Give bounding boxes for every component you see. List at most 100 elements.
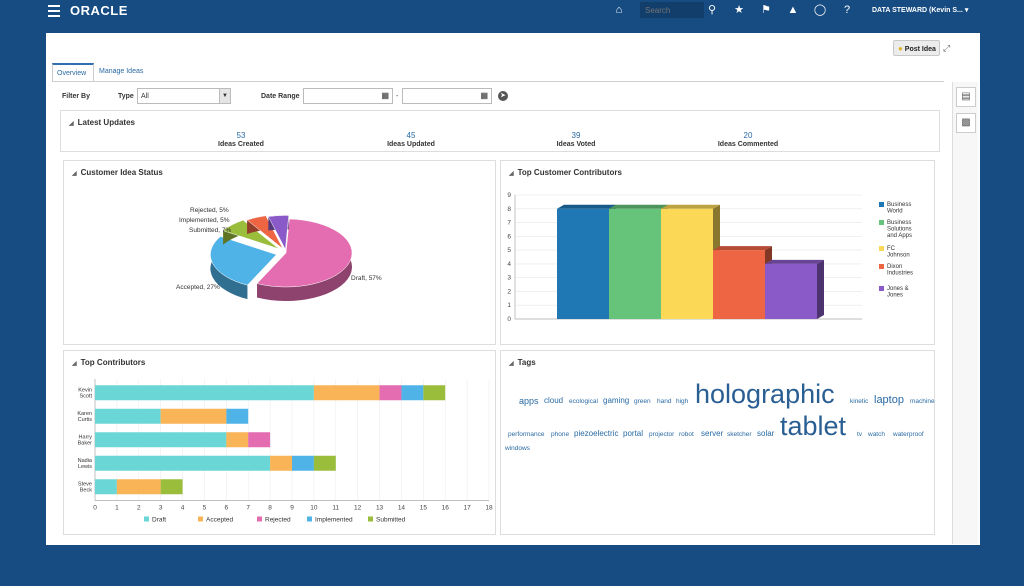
legend-swatch (879, 220, 884, 225)
pie-slice-label: Accepted, 27% (176, 284, 220, 291)
watchlist-icon[interactable]: ▲ (787, 4, 799, 16)
legend-label-line: Johnson (887, 253, 910, 259)
metric-value[interactable]: 45 (406, 131, 416, 140)
document-icon[interactable]: ▤ (956, 87, 976, 107)
bar-segment-rejected (248, 432, 271, 448)
tab-overview[interactable]: Overview (52, 63, 94, 81)
post-idea-button[interactable]: ● Post Idea (893, 40, 940, 56)
collapse-triangle-icon[interactable]: ◢ (509, 361, 514, 367)
bar-chart-icon[interactable]: ▩ (956, 113, 976, 133)
bar-segment-accepted (160, 408, 227, 424)
latest-updates-title-text: Latest Updates (77, 118, 135, 127)
metric-ideas-updated: 45 Ideas Updated (351, 131, 471, 148)
tag-link-phone[interactable]: phone (551, 431, 570, 438)
tag-link-piezoelectric[interactable]: piezoelectric (574, 429, 619, 438)
bar-segment-draft (95, 455, 271, 471)
panel-title-text: Top Contributors (80, 358, 146, 367)
bar-segment-accepted (226, 432, 249, 448)
category-label: Karen Curtis (77, 411, 92, 423)
category-label-line: Baker (78, 440, 93, 446)
chevron-down-icon[interactable]: ▼ (219, 89, 230, 103)
hamburger-menu-icon[interactable] (48, 5, 60, 17)
go-arrow-icon[interactable]: ➤ (498, 91, 508, 101)
customer-idea-status-pie-chart: Draft, 57% Accepted, 27% Submitted, 7% Impl… (176, 207, 382, 301)
top-customer-contributors-panel: ◢ Top Customer Contributors 0 1 2 3 4 5 6 7 8 9 Bus… (500, 160, 935, 345)
date-from-input[interactable]: ▦ (303, 88, 393, 104)
tag-link-sketcher[interactable]: sketcher (727, 431, 752, 438)
tag-link-performance[interactable]: performance (508, 431, 545, 438)
y-tick-label: 7 (507, 220, 511, 227)
x-tick-label: 11 (332, 505, 339, 512)
user-menu[interactable]: DATA STEWARD (Kevin S... ▾ (872, 7, 969, 14)
flag-icon[interactable]: ⚑ (761, 4, 771, 16)
tag-link-apps[interactable]: apps (519, 396, 539, 406)
latest-updates-title: ◢ Latest Updates (69, 118, 135, 127)
bar-segment-accepted (116, 479, 161, 495)
tag-link-solar[interactable]: solar (757, 429, 775, 438)
accessibility-icon[interactable]: ◯ (813, 4, 827, 16)
tag-link-windows[interactable]: windows (505, 445, 530, 452)
metric-label: Ideas Updated (387, 141, 435, 148)
calendar-icon[interactable]: ▦ (480, 91, 488, 100)
tag-link-portal[interactable]: portal (623, 429, 644, 438)
expand-icon[interactable]: ⤢ (943, 43, 951, 53)
oracle-logo[interactable]: ORACLE (70, 3, 128, 18)
help-icon[interactable]: ? (843, 4, 851, 16)
tag-link-cloud[interactable]: cloud (544, 396, 564, 405)
top-contributors-title: ◢ Top Contributors (72, 358, 145, 367)
tag-link-gaming[interactable]: gaming (603, 396, 630, 405)
tag-link-laptop[interactable]: laptop (874, 394, 904, 406)
search-icon[interactable]: ⚲ (707, 4, 717, 16)
tag-link-hand[interactable]: hand (657, 398, 672, 405)
metric-label: Ideas Created (218, 141, 264, 148)
category-label-line: Karen (77, 411, 92, 417)
tag-link-server[interactable]: server (701, 429, 724, 438)
favorites-star-icon[interactable]: ★ (734, 4, 744, 16)
search-input[interactable] (640, 2, 704, 18)
metric-value[interactable]: 39 (571, 131, 581, 140)
tag-link-green[interactable]: green (634, 398, 651, 405)
legend-label-line: World (887, 209, 903, 215)
legend-swatch (879, 202, 884, 207)
calendar-icon[interactable]: ▦ (381, 91, 389, 100)
bar-segment-submitted (160, 479, 183, 495)
tag-link-kinetic[interactable]: kinetic (850, 398, 869, 405)
tag-link-tv[interactable]: tv (857, 431, 863, 438)
legend-swatch (879, 264, 884, 269)
top-contributors-panel: ◢ Top Contributors 0 1 2 3 4 5 6 7 8 9 10 11 12 13 14 15… (63, 350, 496, 535)
tag-link-holographic[interactable]: holographic (695, 379, 835, 409)
tag-link-watch[interactable]: watch (868, 431, 885, 438)
tag-link-tablet[interactable]: tablet (780, 411, 847, 441)
category-label-line: Steve (78, 481, 92, 487)
tag-link-robot[interactable]: robot (679, 431, 694, 438)
metric-value[interactable]: 53 (236, 131, 246, 140)
date-to-input[interactable]: ▦ (402, 88, 492, 104)
pie-slice-4 (267, 215, 289, 251)
home-icon[interactable]: ⌂ (615, 4, 623, 16)
x-tick-label: 1 (115, 505, 119, 512)
x-tick-label: 18 (485, 505, 493, 512)
metric-ideas-commented: 20 Ideas Commented (688, 131, 808, 148)
x-tick-label: 15 (420, 505, 428, 512)
type-select[interactable]: All ▼ (137, 88, 231, 104)
tag-link-high[interactable]: high (676, 398, 689, 405)
legend-label: Implemented (315, 517, 353, 524)
pie-slice-label: Submitted, 7% (189, 227, 231, 234)
top-nav-bar: ORACLE ⌂ ⚲ ★ ⚑ ▲ ◯ ? DATA STEWARD (Kevin… (0, 0, 1024, 24)
collapse-triangle-icon[interactable]: ◢ (69, 121, 74, 127)
tag-link-waterproof[interactable]: waterproof (893, 431, 924, 438)
tag-link-machine[interactable]: machine (910, 398, 935, 405)
bar-segment-implemented (292, 455, 314, 471)
tag-link-ecological[interactable]: ecological (569, 398, 598, 405)
legend-label: Dixon Industries (887, 264, 913, 277)
legend-label: Submitted (376, 517, 406, 524)
metric-value[interactable]: 20 (743, 131, 753, 140)
tab-manage-ideas[interactable]: Manage Ideas (99, 68, 144, 75)
bar-segment-submitted (313, 455, 336, 471)
bar-segment-rejected (379, 385, 402, 401)
collapse-triangle-icon[interactable]: ◢ (509, 171, 514, 177)
tag-link-projector[interactable]: projector (649, 431, 675, 438)
collapse-triangle-icon[interactable]: ◢ (72, 171, 77, 177)
collapse-triangle-icon[interactable]: ◢ (72, 361, 77, 367)
